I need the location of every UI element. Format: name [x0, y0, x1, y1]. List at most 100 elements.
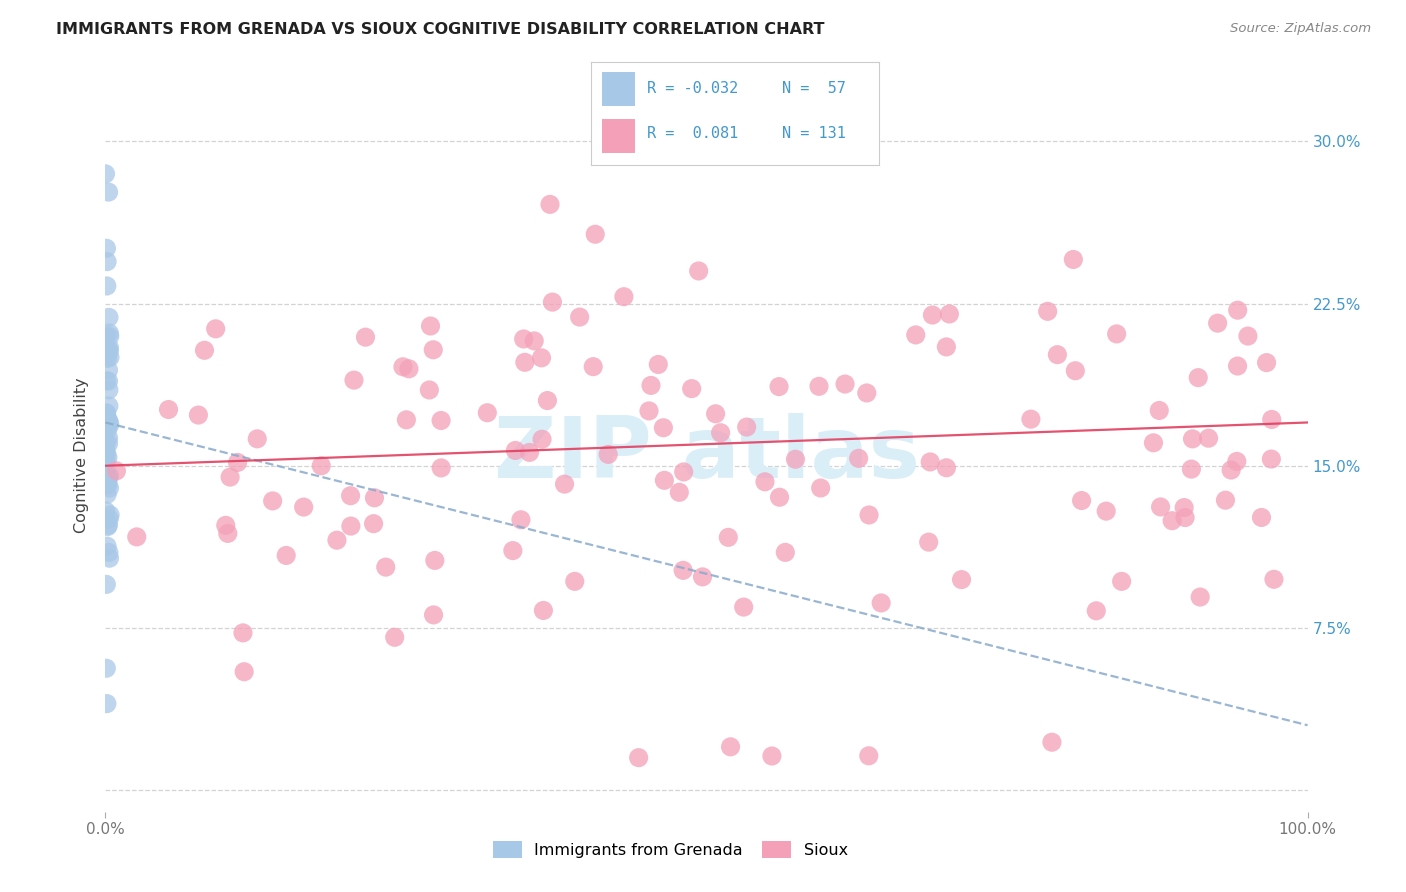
- Point: [105, 464, 128, 478]
- Point: [97, 436, 120, 450]
- Point: [1161, 514, 1184, 528]
- Point: [583, 227, 606, 242]
- Point: [96, 374, 118, 388]
- Point: [1198, 431, 1220, 445]
- Point: [98, 329, 121, 343]
- Text: IMMIGRANTS FROM GRENADA VS SIOUX COGNITIVE DISABILITY CORRELATION CHART: IMMIGRANTS FROM GRENADA VS SIOUX COGNITI…: [56, 22, 825, 37]
- Point: [918, 535, 941, 549]
- Point: [638, 404, 661, 418]
- Text: R =  0.081: R = 0.081: [647, 127, 738, 141]
- Point: [1036, 304, 1059, 318]
- Point: [96, 329, 118, 343]
- Point: [94, 444, 117, 458]
- Point: [96, 279, 118, 293]
- Point: [96, 407, 118, 421]
- Point: [96, 406, 118, 420]
- Point: [98, 351, 121, 365]
- Point: [97, 383, 120, 397]
- Point: [96, 478, 118, 492]
- Point: [96, 447, 118, 461]
- Point: [96, 347, 118, 361]
- Point: [96, 661, 118, 675]
- Point: [1237, 329, 1260, 343]
- Point: [96, 539, 118, 553]
- Point: [97, 431, 120, 445]
- Point: [193, 343, 215, 358]
- Point: [531, 603, 554, 617]
- Point: [98, 326, 121, 340]
- Point: [219, 470, 242, 484]
- Point: [430, 413, 453, 427]
- Point: [1040, 735, 1063, 749]
- Point: [354, 330, 377, 344]
- Point: [398, 361, 420, 376]
- Point: [652, 421, 675, 435]
- Point: [326, 533, 349, 548]
- Point: [1220, 463, 1243, 477]
- Point: [204, 322, 226, 336]
- Point: [761, 749, 783, 764]
- Point: [1260, 452, 1282, 467]
- Point: [1226, 303, 1249, 318]
- Point: [96, 577, 118, 591]
- Point: [582, 359, 605, 374]
- Point: [568, 310, 591, 324]
- Point: [97, 413, 120, 427]
- Point: [97, 518, 120, 533]
- Point: [681, 382, 703, 396]
- Point: [125, 530, 148, 544]
- Point: [768, 490, 790, 504]
- Point: [1019, 412, 1042, 426]
- Point: [810, 481, 832, 495]
- Point: [96, 343, 118, 358]
- Point: [807, 379, 830, 393]
- Point: [654, 473, 676, 487]
- Point: [1064, 364, 1087, 378]
- Point: [768, 379, 790, 393]
- Point: [422, 343, 444, 357]
- Point: [98, 415, 121, 429]
- Point: [950, 573, 973, 587]
- Point: [217, 526, 239, 541]
- Point: [1173, 500, 1195, 515]
- Point: [233, 665, 256, 679]
- Point: [1174, 510, 1197, 524]
- Point: [309, 458, 332, 473]
- Point: [94, 409, 117, 424]
- Point: [384, 630, 406, 644]
- Point: [96, 519, 118, 533]
- Point: [1180, 462, 1202, 476]
- Point: [419, 318, 441, 333]
- Point: [276, 549, 298, 563]
- Point: [921, 308, 943, 322]
- Point: [94, 414, 117, 428]
- Point: [536, 393, 558, 408]
- Point: [754, 475, 776, 489]
- Point: [292, 500, 315, 514]
- Point: [1105, 326, 1128, 341]
- Point: [531, 432, 554, 446]
- Point: [97, 310, 120, 325]
- Point: [392, 359, 415, 374]
- Point: [672, 465, 695, 479]
- Point: [422, 607, 444, 622]
- Point: [710, 425, 733, 440]
- Point: [1189, 590, 1212, 604]
- Point: [477, 406, 499, 420]
- Point: [96, 697, 118, 711]
- Legend: Immigrants from Grenada, Sioux: Immigrants from Grenada, Sioux: [486, 835, 855, 864]
- Point: [668, 485, 690, 500]
- Point: [363, 491, 385, 505]
- Point: [215, 518, 238, 533]
- Point: [98, 341, 121, 355]
- Point: [98, 551, 121, 566]
- Point: [858, 748, 880, 763]
- Point: [98, 417, 121, 432]
- Point: [704, 407, 727, 421]
- Point: [98, 481, 121, 495]
- Text: ZIP atlas: ZIP atlas: [494, 413, 920, 497]
- Point: [97, 450, 120, 465]
- Point: [94, 167, 117, 181]
- Point: [692, 570, 714, 584]
- Point: [395, 413, 418, 427]
